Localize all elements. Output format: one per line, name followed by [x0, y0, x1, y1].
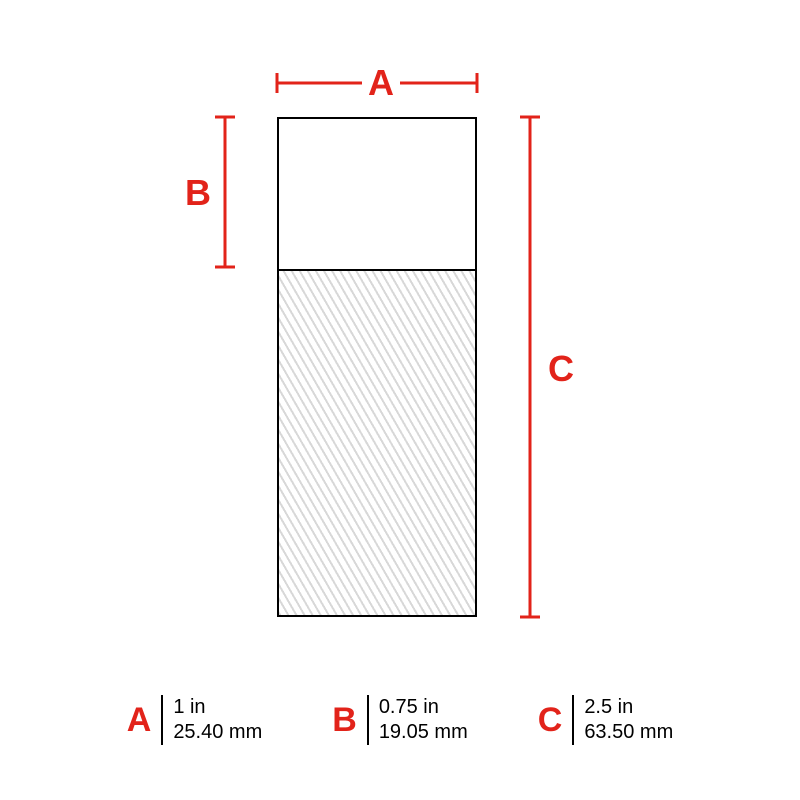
legend-values-c: 2.5 in 63.50 mm: [584, 695, 673, 745]
legend-sep-c: [572, 695, 574, 745]
legend-key-c: C: [538, 703, 563, 737]
legend-b-inches: 0.75 in: [379, 695, 468, 720]
dimension-label-c: C: [548, 348, 574, 390]
legend-c-inches: 2.5 in: [584, 695, 673, 720]
dim-b-text: B: [185, 172, 211, 213]
legend-key-b: B: [332, 703, 357, 737]
legend: A 1 in 25.40 mm B 0.75 in 19.05 mm C 2.5…: [0, 695, 800, 745]
dim-a-text: A: [368, 62, 394, 103]
dimension-label-b: B: [185, 172, 211, 214]
legend-a-inches: 1 in: [173, 695, 262, 720]
diagram-canvas: A B C A 1 in 25.40 mm B 0.75 in 19.05 mm…: [0, 0, 800, 800]
legend-values-a: 1 in 25.40 mm: [173, 695, 262, 745]
legend-key-a: A: [127, 703, 152, 737]
legend-a-mm: 25.40 mm: [173, 720, 262, 745]
legend-b-mm: 19.05 mm: [379, 720, 468, 745]
dim-c-text: C: [548, 348, 574, 389]
dimension-label-a: A: [362, 62, 400, 104]
legend-item-a: A 1 in 25.40 mm: [127, 695, 263, 745]
dimension-lines: [0, 0, 800, 800]
legend-values-b: 0.75 in 19.05 mm: [379, 695, 468, 745]
legend-c-mm: 63.50 mm: [584, 720, 673, 745]
legend-sep-a: [161, 695, 163, 745]
legend-sep-b: [367, 695, 369, 745]
legend-item-c: C 2.5 in 63.50 mm: [538, 695, 674, 745]
legend-item-b: B 0.75 in 19.05 mm: [332, 695, 468, 745]
